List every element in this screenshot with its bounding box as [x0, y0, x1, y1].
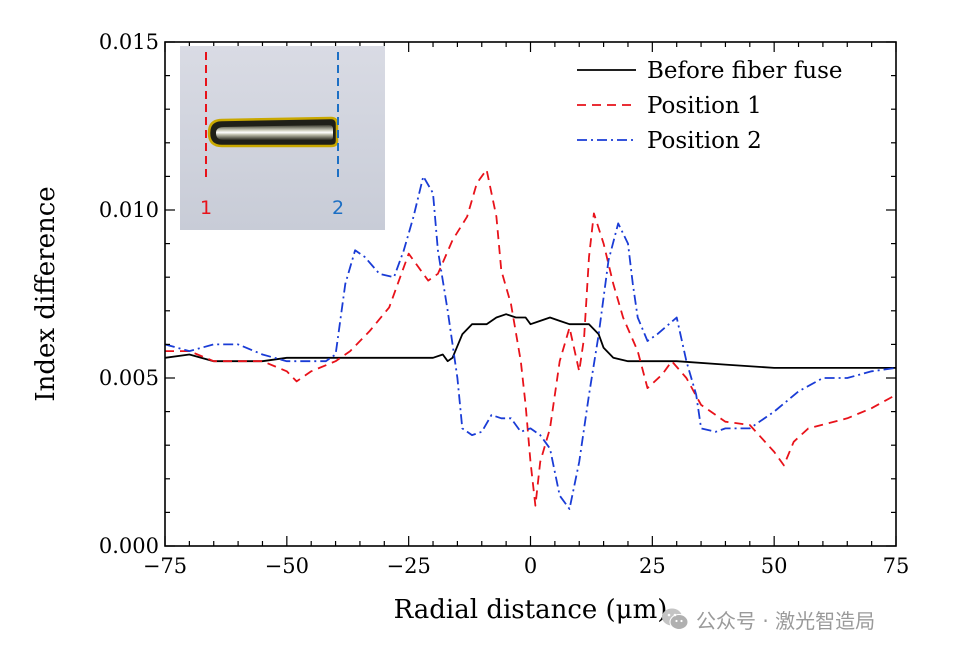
tick-labels-layer: −75 −50 −25 0 25 50 75 0.000 0.005 0.010 0.015 — [99, 30, 909, 578]
x-tick-label: 25 — [639, 554, 666, 578]
inset-label-1: 1 — [200, 197, 212, 219]
series-line-1 — [165, 313, 896, 369]
x-tick-label: −50 — [265, 554, 309, 578]
y-tick-label: 0.005 — [99, 366, 159, 390]
legend-label-3: Position 2 — [647, 128, 762, 154]
x-axis-title: Radial distance (μm) — [394, 595, 668, 625]
fiber-fuse-core — [216, 125, 333, 140]
y-tick-label: 0.000 — [99, 534, 159, 558]
inset-label-2: 2 — [332, 197, 344, 219]
y-tick-label: 0.010 — [99, 198, 159, 222]
series-line-2 — [165, 168, 896, 507]
legend-label-1: Before fiber fuse — [647, 58, 843, 84]
x-tick-label: 0 — [524, 554, 537, 578]
legend: Before fiber fuse Position 1 Position 2 — [577, 58, 843, 154]
y-axis-title: Index difference — [31, 186, 61, 401]
series-layer — [165, 168, 896, 510]
legend-label-2: Position 1 — [647, 93, 762, 119]
watermark-text: 公众号 · 激光智造局 — [696, 608, 876, 633]
y-tick-label: 0.015 — [99, 30, 159, 54]
series-line-3 — [165, 175, 896, 510]
x-tick-label: −25 — [387, 554, 431, 578]
wechat-icon — [662, 608, 689, 630]
inset-photo: 1 2 — [180, 46, 385, 230]
watermark: 公众号 · 激光智造局 — [660, 603, 875, 635]
x-tick-label: 75 — [883, 554, 910, 578]
x-tick-label: −75 — [143, 554, 187, 578]
ticks-layer — [164, 41, 897, 547]
x-tick-label: 50 — [761, 554, 788, 578]
